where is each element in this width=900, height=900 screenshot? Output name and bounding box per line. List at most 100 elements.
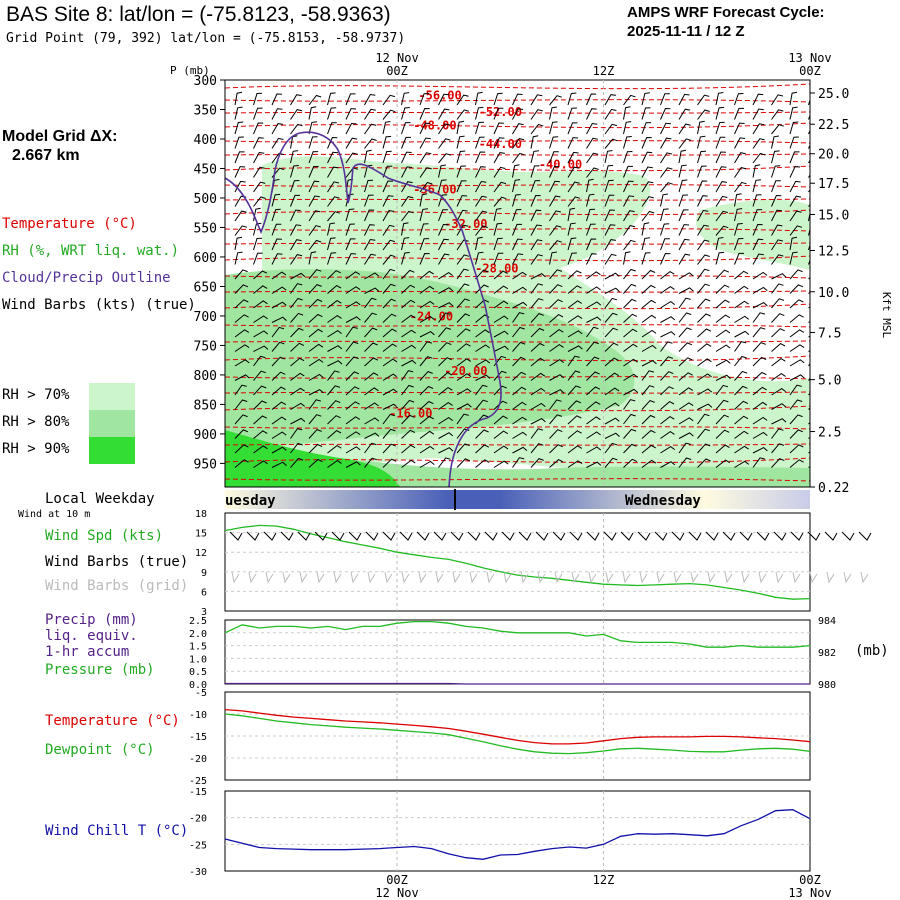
- wind-barb: [290, 209, 301, 222]
- wind-barb: [715, 299, 730, 309]
- wind-barb: [771, 165, 781, 178]
- wind-barb: [715, 166, 727, 178]
- wind-barb: [475, 399, 488, 410]
- wind-barb: [641, 122, 652, 135]
- wind-barb: [438, 194, 448, 207]
- wind-barb: [475, 299, 490, 309]
- wind-barb: [271, 93, 282, 106]
- wind-barb: [475, 359, 491, 367]
- wind-barb: [623, 313, 638, 323]
- surface-wind-barb-grid: [758, 571, 767, 584]
- wind-barb: [308, 180, 320, 193]
- wind-barb: [734, 415, 749, 425]
- wind-barb: [586, 223, 596, 236]
- wind-barb: [604, 150, 613, 164]
- wind-barb: [752, 194, 762, 207]
- wind-barb: [567, 207, 576, 222]
- wind-barb: [734, 193, 742, 207]
- wind-barb: [586, 152, 599, 164]
- wind-barb: [290, 327, 304, 338]
- wind-barb: [419, 356, 433, 367]
- wind-barb: [290, 297, 303, 309]
- wind-barb: [382, 268, 396, 280]
- wind-barb: [771, 109, 784, 120]
- wind-barb: [530, 372, 546, 381]
- wind-barb: [752, 371, 767, 381]
- wind-barb: [419, 300, 435, 309]
- wind-barb: [308, 389, 324, 396]
- wind-barb: [604, 432, 620, 439]
- wind-barb: [678, 194, 688, 207]
- wind-barb: [234, 444, 249, 454]
- wind-barb: [549, 95, 562, 106]
- wind-barb: [234, 284, 249, 294]
- wind-barb: [697, 254, 710, 265]
- pressure-tick-label: 300: [194, 74, 217, 89]
- wind-barb: [752, 108, 764, 120]
- wind-barb: [345, 286, 361, 294]
- surface-wind-barb-true: [586, 531, 600, 541]
- wind-barb: [660, 445, 675, 454]
- wind-barb: [789, 314, 804, 323]
- wind-barb: [734, 430, 749, 439]
- wind-barb: [734, 223, 743, 236]
- wind-barb: [734, 285, 749, 294]
- wind-barb: [789, 299, 804, 309]
- wind-barb: [734, 445, 749, 454]
- wind-barb: [715, 251, 725, 265]
- wind-barb: [752, 209, 763, 222]
- wind-barb: [475, 374, 491, 381]
- weekday-wednesday: Wednesday: [625, 493, 701, 509]
- wind-barb: [493, 370, 507, 381]
- wind-barb: [308, 151, 319, 164]
- wind-barb: [327, 329, 342, 338]
- wind-barb: [604, 253, 617, 265]
- surface-wind-barb-grid: [792, 571, 801, 584]
- surface-wind-barb-true: [467, 531, 481, 541]
- wind-barb: [271, 316, 287, 323]
- wind-barb: [734, 330, 750, 338]
- wind-barb: [789, 374, 805, 381]
- wind-barb: [530, 209, 542, 222]
- wind-barb: [364, 224, 375, 236]
- wind-barb: [586, 446, 602, 454]
- wind-barb: [253, 151, 265, 164]
- wind-barb: [401, 314, 416, 323]
- surface-wind-barb-grid: [775, 571, 784, 584]
- wind-barb: [308, 225, 321, 236]
- wind-barb: [364, 402, 379, 410]
- wind-barb: [456, 413, 469, 425]
- wind-barb: [419, 285, 435, 294]
- wind-barb: [604, 194, 615, 207]
- wind-barb: [493, 400, 508, 410]
- wind-barb: [364, 108, 376, 120]
- pressure-tick-label: 600: [194, 251, 217, 266]
- wind-barb: [364, 432, 380, 439]
- wind-barb: [549, 284, 563, 294]
- wind-barb: [401, 136, 411, 149]
- wind-barb: [419, 208, 428, 222]
- wind-barb: [456, 120, 465, 135]
- wind-barb: [678, 457, 692, 468]
- wind-barb: [364, 457, 377, 468]
- wind-barb: [493, 166, 506, 178]
- wind-barb: [271, 446, 287, 454]
- wind-barb: [623, 298, 637, 309]
- wind-barb: [734, 238, 744, 251]
- isotherm-line: [225, 83, 810, 90]
- surface-wind-barb-true: [399, 531, 413, 541]
- wind-barb: [752, 152, 766, 164]
- precip-panel-frame: [224, 619, 811, 685]
- wind-barb: [438, 153, 451, 164]
- wind-barb: [382, 254, 396, 265]
- surface-wind-barb-grid: [299, 571, 308, 584]
- wind-barb: [789, 136, 799, 149]
- wind-barb: [401, 414, 415, 425]
- wind-barb: [789, 106, 798, 120]
- wind-barb: [789, 180, 801, 193]
- wind-barb-field: [234, 91, 810, 468]
- surface-wind-barb-grid: [639, 571, 648, 584]
- wind-barb: [641, 385, 655, 396]
- wind-barb: [364, 209, 375, 222]
- wind-barb: [345, 108, 357, 120]
